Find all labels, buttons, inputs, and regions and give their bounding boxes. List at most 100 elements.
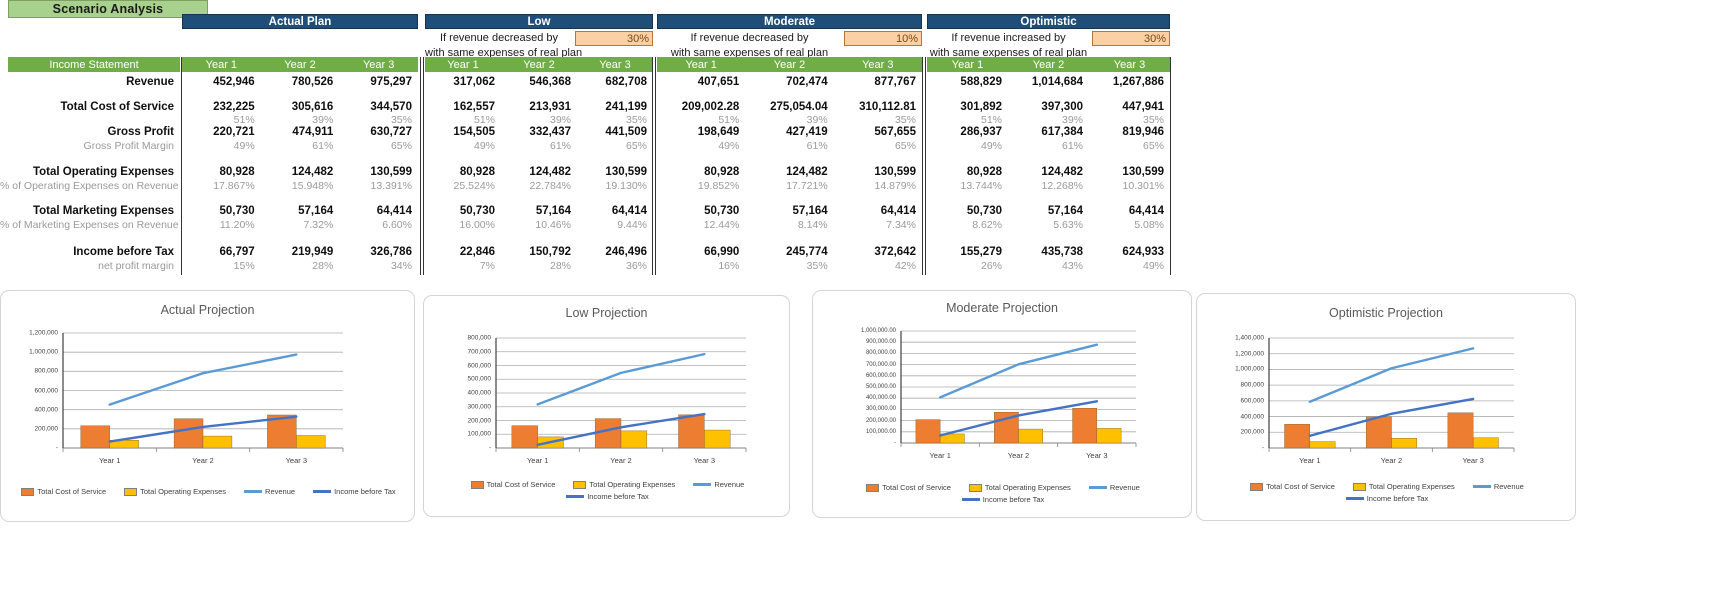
legend-item-moderate-2[interactable]: Revenue (1088, 483, 1140, 492)
assumption-percent-input-optimistic[interactable]: 30% (1092, 31, 1170, 46)
legend-item-moderate-3[interactable]: Income before Tax (961, 495, 1044, 504)
cell-actual-6-2: 13.391% (370, 180, 412, 192)
y-tick-moderate-9: 900,000.00 (865, 339, 896, 346)
cell-actual-0-0: 452,946 (213, 76, 255, 88)
legend-item-low-0[interactable]: Total Cost of Service (470, 480, 555, 489)
legend-swatch-bar-0 (866, 483, 880, 492)
column-separator-1 (420, 57, 421, 275)
cell-low-6-1: 22.784% (529, 180, 571, 192)
year-header-low-3: Year 3 (577, 57, 653, 72)
legend-item-optimistic-0[interactable]: Total Cost of Service (1250, 482, 1335, 491)
cell-low-4-2: 65% (625, 140, 647, 152)
y-tick-actual-4: 800,000 (34, 367, 59, 375)
legend-item-actual-0[interactable]: Total Cost of Service (21, 487, 106, 496)
cell-low-6-0: 25.524% (453, 180, 495, 192)
legend-item-actual-1[interactable]: Total Operating Expenses (124, 487, 226, 496)
cell-low-2-0: 51% (473, 114, 495, 126)
chart-title-optimistic: Optimistic Projection (1329, 306, 1443, 320)
y-tick-actual-0: - (55, 444, 58, 452)
cell-optimistic-6-2: 10.301% (1122, 180, 1164, 192)
y-tick-low-5: 500,000 (467, 375, 492, 383)
cell-optimistic-0-1: 1,014,684 (1031, 76, 1083, 88)
y-tick-optimistic-1: 200,000 (1240, 428, 1265, 436)
legend-label: Total Operating Expenses (984, 483, 1071, 492)
legend-item-optimistic-3[interactable]: Income before Tax (1345, 494, 1429, 503)
legend-item-moderate-0[interactable]: Total Cost of Service (866, 483, 951, 492)
x-tick-low-2: Year 3 (693, 456, 716, 465)
scenario-title-optimistic: Optimistic (927, 14, 1170, 29)
chart-title-moderate: Moderate Projection (946, 301, 1058, 315)
cell-optimistic-2-2: 35% (1142, 114, 1164, 126)
y-tick-low-6: 600,000 (467, 362, 492, 369)
cell-moderate-8-2: 7.34% (886, 219, 916, 231)
page-title: Scenario Analysis (8, 0, 208, 18)
cell-low-2-2: 35% (625, 114, 647, 126)
legend-item-actual-2[interactable]: Revenue (244, 487, 295, 496)
y-tick-optimistic-5: 1,000,000 (1235, 365, 1264, 373)
scenario-block-actual: Actual Plan (182, 14, 418, 29)
legend-line-line-2 (1088, 486, 1107, 489)
y-tick-moderate-3: 300,000.00 (865, 406, 896, 413)
year-header-optimistic-1: Year 1 (927, 57, 1008, 72)
x-tick-optimistic-0: Year 1 (1299, 456, 1321, 465)
cell-optimistic-4-2: 65% (1142, 140, 1164, 152)
cell-low-10-2: 36% (625, 260, 647, 272)
scenario-assumption-moderate: If revenue decreased by with same expens… (657, 31, 922, 61)
legend-item-optimistic-1[interactable]: Total Operating Expenses (1352, 482, 1455, 491)
cell-low-3-0: 154,505 (453, 126, 495, 138)
legend-item-low-1[interactable]: Total Operating Expenses (573, 480, 675, 489)
y-tick-low-4: 400,000 (467, 389, 492, 397)
legend-item-optimistic-2[interactable]: Revenue (1472, 482, 1524, 491)
column-separator-4 (655, 57, 656, 275)
cell-actual-5-2: 130,599 (370, 166, 412, 178)
cell-optimistic-5-2: 130,599 (1122, 166, 1164, 178)
cell-optimistic-5-1: 124,482 (1041, 166, 1083, 178)
cell-optimistic-1-2: 447,941 (1122, 101, 1164, 113)
cell-low-5-1: 124,482 (529, 166, 571, 178)
legend-item-low-3[interactable]: Income before Tax (566, 492, 649, 501)
cell-moderate-10-0: 16% (718, 260, 740, 272)
cell-actual-2-1: 39% (312, 114, 334, 126)
cell-optimistic-5-0: 80,928 (966, 166, 1002, 178)
legend-label: Total Operating Expenses (589, 480, 676, 489)
cell-actual-4-0: 49% (233, 140, 255, 152)
cell-optimistic-6-1: 12.268% (1041, 180, 1083, 192)
y-tick-actual-2: 400,000 (34, 406, 59, 414)
cell-low-7-2: 64,414 (611, 205, 647, 217)
chart-plot-optimistic (1268, 337, 1515, 452)
cell-moderate-2-1: 39% (806, 114, 828, 126)
assumption-percent-input-moderate[interactable]: 10% (844, 31, 922, 46)
cell-optimistic-2-0: 51% (980, 114, 1002, 126)
cell-low-10-0: 7% (479, 260, 495, 272)
cell-actual-2-0: 51% (233, 114, 255, 126)
x-tick-moderate-0: Year 1 (929, 451, 951, 460)
cell-moderate-4-0: 49% (718, 140, 740, 152)
scenario-assumption-optimistic: If revenue increased by with same expens… (927, 31, 1170, 61)
cell-actual-1-0: 232,225 (213, 101, 255, 113)
cell-low-4-0: 49% (473, 140, 495, 152)
legend-line-line-3 (313, 490, 332, 493)
scenario-title-moderate: Moderate (657, 14, 922, 29)
legend-item-moderate-1[interactable]: Total Operating Expenses (968, 483, 1071, 492)
legend-item-low-2[interactable]: Revenue (693, 480, 744, 489)
row-label-5: Total Operating Expenses (32, 166, 174, 178)
legend-label: Income before Tax (1366, 494, 1429, 503)
cell-low-4-1: 61% (549, 140, 571, 152)
legend-swatch-bar-1 (124, 487, 138, 496)
cell-optimistic-8-2: 5.08% (1134, 219, 1164, 231)
year-header-low-2: Year 2 (501, 57, 577, 72)
y-tick-moderate-2: 200,000.00 (865, 417, 896, 424)
cell-moderate-5-2: 130,599 (874, 166, 916, 178)
assumption-line-2: with same expenses of real plan (425, 47, 583, 59)
cell-moderate-0-2: 877,767 (874, 76, 916, 88)
cell-low-1-0: 162,557 (453, 101, 495, 113)
y-tick-actual-1: 200,000 (34, 425, 59, 433)
assumption-line-1: If revenue increased by (951, 32, 1066, 44)
chart-legend-actual: Total Cost of Service Total Operating Ex… (1, 487, 416, 499)
legend-swatch-bar-1 (968, 483, 982, 492)
assumption-percent-input-low[interactable]: 30% (575, 31, 653, 46)
legend-item-actual-3[interactable]: Income before Tax (313, 487, 396, 496)
cell-low-8-2: 9.44% (617, 219, 647, 231)
cell-optimistic-8-0: 8.62% (972, 219, 1002, 231)
row-label-6: % of Operating Expenses on Revenue (0, 180, 179, 192)
